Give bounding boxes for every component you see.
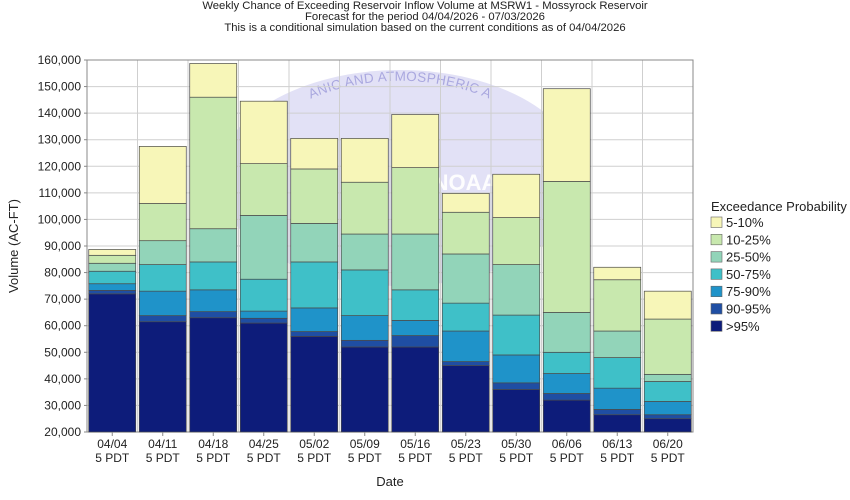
svg-text:5 PDT: 5 PDT (348, 451, 383, 465)
svg-text:5 PDT: 5 PDT (398, 451, 433, 465)
svg-text:5 PDT: 5 PDT (297, 451, 332, 465)
svg-text:5 PDT: 5 PDT (550, 451, 585, 465)
svg-text:5 PDT: 5 PDT (600, 451, 635, 465)
svg-text:06/13: 06/13 (602, 437, 632, 451)
svg-text:40,000: 40,000 (44, 372, 81, 386)
svg-text:75-90%: 75-90% (726, 284, 771, 299)
svg-text:60,000: 60,000 (44, 319, 81, 333)
svg-text:100,000: 100,000 (38, 212, 82, 226)
svg-text:05/02: 05/02 (299, 437, 329, 451)
svg-text:110,000: 110,000 (39, 186, 82, 200)
svg-text:80,000: 80,000 (44, 266, 81, 280)
svg-text:10-25%: 10-25% (726, 232, 771, 247)
svg-text:90,000: 90,000 (44, 239, 81, 253)
svg-text:90-95%: 90-95% (726, 302, 771, 317)
svg-text:20,000: 20,000 (44, 425, 81, 439)
svg-text:150,000: 150,000 (38, 80, 82, 94)
svg-text:50-75%: 50-75% (726, 267, 771, 282)
svg-text:5 PDT: 5 PDT (449, 451, 484, 465)
svg-text:Volume (AC-FT): Volume (AC-FT) (6, 199, 21, 293)
svg-text:Exceedance Probability: Exceedance Probability (711, 199, 847, 214)
svg-text:5 PDT: 5 PDT (499, 451, 534, 465)
svg-text:5 PDT: 5 PDT (146, 451, 181, 465)
svg-text:06/06: 06/06 (552, 437, 582, 451)
svg-text:5 PDT: 5 PDT (95, 451, 130, 465)
svg-text:05/09: 05/09 (350, 437, 380, 451)
svg-text:30,000: 30,000 (44, 398, 81, 412)
svg-text:25-50%: 25-50% (726, 250, 771, 265)
svg-text:140,000: 140,000 (38, 106, 82, 120)
svg-text:04/04: 04/04 (97, 437, 127, 451)
svg-text:04/11: 04/11 (148, 437, 177, 451)
svg-text:160,000: 160,000 (38, 53, 82, 67)
svg-text:5-10%: 5-10% (726, 215, 764, 230)
svg-text:120,000: 120,000 (38, 159, 82, 173)
svg-text:06/20: 06/20 (653, 437, 683, 451)
svg-text:130,000: 130,000 (38, 133, 82, 147)
svg-text:05/16: 05/16 (400, 437, 430, 451)
svg-text:5 PDT: 5 PDT (196, 451, 231, 465)
svg-text:Date: Date (376, 474, 403, 489)
svg-text:04/18: 04/18 (198, 437, 228, 451)
svg-text:05/23: 05/23 (451, 437, 481, 451)
svg-text:04/25: 04/25 (249, 437, 279, 451)
svg-text:50,000: 50,000 (44, 345, 81, 359)
svg-text:70,000: 70,000 (44, 292, 81, 306)
svg-text:5 PDT: 5 PDT (651, 451, 686, 465)
svg-text:5 PDT: 5 PDT (247, 451, 282, 465)
svg-text:05/30: 05/30 (501, 437, 531, 451)
svg-text:>95%: >95% (726, 319, 760, 334)
